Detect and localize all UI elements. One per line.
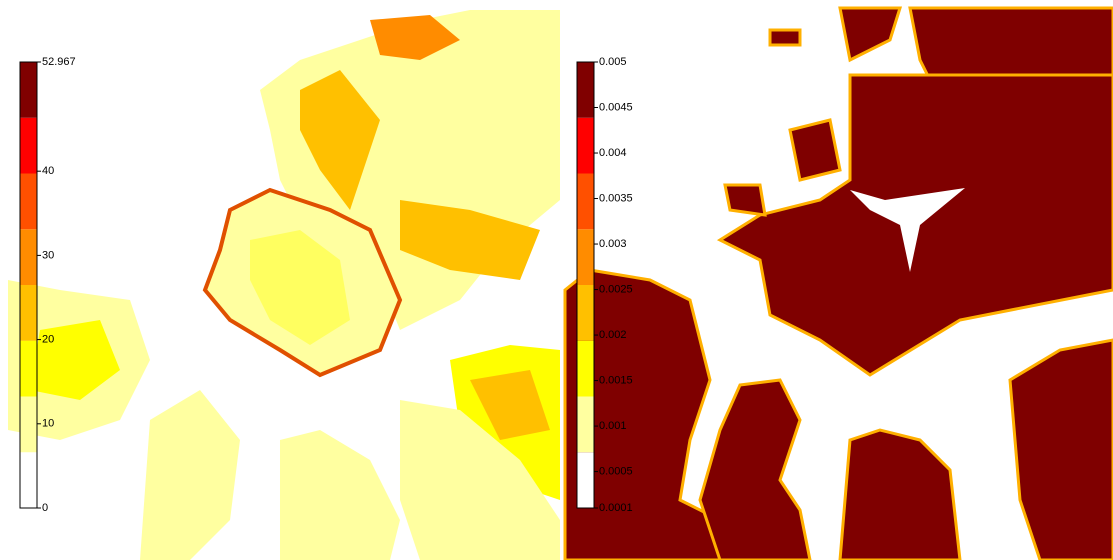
right-raster <box>565 8 1113 560</box>
colorbar-tick-label: 0.004 <box>599 147 627 159</box>
colorbar-tick-label: 0.002 <box>599 329 627 341</box>
colorbar-band <box>577 285 594 341</box>
colorbar-tick-label: 0.0015 <box>599 374 633 386</box>
colorbar-tick-label: 0.0005 <box>599 465 633 477</box>
colorbar-tick-label: 20 <box>42 333 54 345</box>
colorbar-tick-label: 0.0025 <box>599 283 633 295</box>
colorbar-band <box>577 452 594 508</box>
colorbar-band <box>20 397 37 453</box>
colorbar-tick-label: 0.0001 <box>599 502 633 514</box>
colorbar-band <box>577 229 594 285</box>
colorbar-band <box>20 229 37 285</box>
left-raster <box>8 8 560 560</box>
colorbar-band <box>577 341 594 397</box>
colorbar-band <box>20 341 37 397</box>
colorbar-tick-label: 0 <box>42 502 48 514</box>
map-view: 52.967 40 30 20 10 0 0.005 0.0045 0.004 0.0035 0.0… <box>0 0 1113 560</box>
colorbar-band <box>577 174 594 230</box>
colorbar-band <box>577 118 594 174</box>
colorbar-band <box>20 452 37 508</box>
colorbar-tick-label: 0.001 <box>599 420 627 432</box>
colorbar-band <box>20 285 37 341</box>
colorbar-band <box>20 174 37 230</box>
colorbar-tick-label: 40 <box>42 165 54 177</box>
colorbar-tick-label: 52.967 <box>42 56 76 68</box>
colorbar-tick-label: 30 <box>42 249 54 261</box>
colorbar-tick-label: 10 <box>42 418 54 430</box>
colorbar-band <box>20 118 37 174</box>
colorbar-tick-label: 0.005 <box>599 56 627 68</box>
colorbar-band <box>577 62 594 118</box>
page: {"panels": [ {"colorbar": {"range": [0, … <box>0 0 1113 560</box>
colorbar-tick-label: 0.0045 <box>599 101 633 113</box>
colorbar-tick-label: 0.0035 <box>599 192 633 204</box>
colorbar-band <box>577 397 594 453</box>
colorbar-tick-label: 0.003 <box>599 238 627 250</box>
colorbar-band <box>20 62 37 118</box>
